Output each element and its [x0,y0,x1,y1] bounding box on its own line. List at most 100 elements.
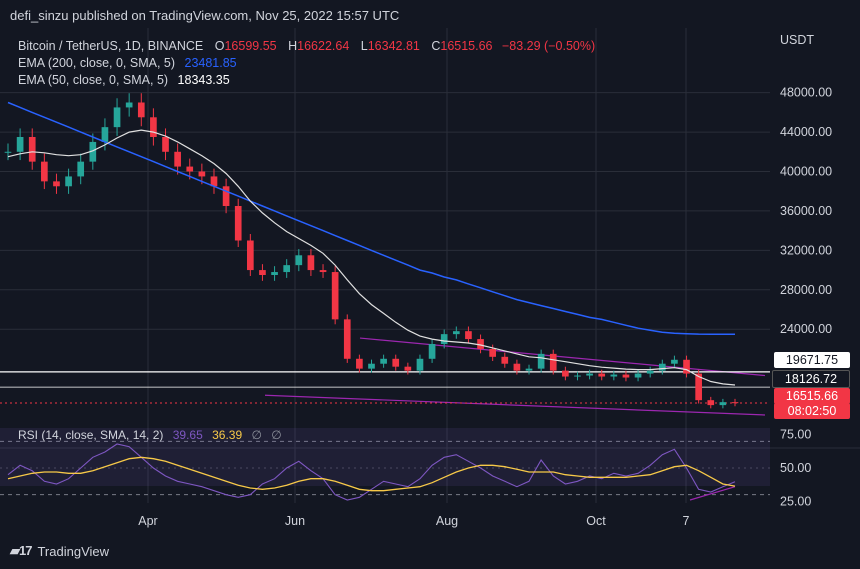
high-label: H [288,39,298,53]
low-value: 16342.81 [367,39,420,53]
candle-body [210,176,218,187]
candle-body [416,358,424,371]
candle-body [198,171,206,177]
price-tick-label: 48000.00 [780,86,832,100]
chart-legend: Bitcoin / TetherUS, 1D, BINANCE O16599.5… [18,38,595,89]
rsi-band [0,428,770,486]
candle-body [368,363,375,369]
candle-body [283,265,291,273]
chart-svg[interactable]: 48000.00 44000.00 40000.00 36000.00 32000.00… [0,28,860,540]
candle-body [186,166,194,172]
candle-body [295,255,303,266]
candle-body [259,270,266,275]
currency-label: USDT [780,33,814,47]
rsi-sma-line [7,456,736,492]
price-tick-label: 24000.00 [780,322,832,336]
candles [4,93,739,409]
candle-body [356,358,363,369]
candle-body [683,359,690,374]
candle-body [89,141,97,162]
candle-body [489,348,496,357]
candle-body [719,402,727,406]
candle-body [319,270,327,273]
candle-body [525,368,533,371]
price-tick-label: 28000.00 [780,283,832,297]
open-value: 16599.55 [224,39,277,53]
rsi-tick-label: 25.00 [780,494,811,508]
candle-body [101,127,109,142]
candle-body [404,366,412,371]
time-tick-label: Aug [436,514,458,528]
rsi-tick-label: 75.00 [780,428,811,442]
time-tick-label: Jun [285,514,305,528]
lower-trendline [264,394,766,416]
candle-body [707,400,715,406]
candle-body [452,331,460,335]
hide-icon-2[interactable]: ∅ [271,428,282,442]
candle-body [465,331,472,340]
candle-body [113,107,121,128]
candle-body [501,356,509,364]
trendlines [264,337,766,501]
ema200-line [7,101,735,336]
horizontal-levels [0,371,770,404]
candle-body [695,373,702,401]
change-value: −83.29 (−0.50%) [502,39,596,53]
chart-area[interactable]: 48000.00 44000.00 40000.00 36000.00 32000.00… [0,28,860,540]
time-tick-label: Oct [586,514,606,528]
candle-body [28,137,36,162]
low-label: L [360,39,368,53]
time-tick-label: 7 [683,514,690,528]
ema200-label[interactable]: EMA (200, close, 0, SMA, 5) [18,56,176,70]
upper-trendline [359,337,766,377]
rsi-line [7,443,736,501]
candle-body [16,137,24,152]
rsi-legend: RSI (14, close, SMA, 14, 2) 39.65 36.39 … [18,428,282,442]
last-price-label: 16515.66 [774,388,850,404]
tradingview-footer[interactable]: ▰17 TradingView [10,543,109,559]
time-tick-label: Apr [138,514,157,528]
candle-body [65,176,72,187]
candle-body [574,375,581,377]
ema50-label[interactable]: EMA (50, close, 0, SMA, 5) [18,73,169,87]
rsi-tick-label: 50.00 [780,461,811,475]
publish-line: defi_sinzu published on TradingView.com,… [10,8,400,23]
candle-body [77,161,85,177]
ema50-line [7,129,736,386]
hide-icon[interactable]: ∅ [251,428,262,442]
countdown-label: 08:02:50 [774,403,850,419]
candle-body [137,102,145,118]
candle-body [150,117,157,137]
candle-body [513,363,521,371]
candle-body [53,181,60,187]
candle-body [658,363,666,371]
candle-body [549,353,557,371]
candle-body [598,373,606,377]
rsi-divergence-line [689,486,736,501]
rsi-sma-value: 36.39 [212,428,243,442]
price-tick-label: 32000.00 [780,243,832,257]
candle-body [440,334,448,344]
candle-body [622,374,630,378]
resistance-price-label: 19671.75 [774,352,850,368]
time-axis-ticks: Apr Jun Aug Oct 7 [138,514,689,528]
candle-body [271,272,278,275]
rsi-axis-ticks: 75.00 50.00 25.00 [780,428,811,509]
candle-body [392,358,400,367]
symbol-title[interactable]: Bitcoin / TetherUS, 1D, BINANCE [18,39,204,53]
candle-body [634,373,642,378]
candle-body [247,240,254,271]
candle-body [343,319,351,359]
price-tick-label: 40000.00 [780,165,832,179]
candle-body [307,255,315,271]
rsi-label[interactable]: RSI (14, close, SMA, 14, 2) [18,428,164,442]
candle-body [174,151,181,167]
tradingview-logo-icon: ▰17 [10,543,32,558]
candle-body [428,344,436,359]
candle-body [586,373,593,376]
candle-body [41,161,48,182]
price-tick-label: 44000.00 [780,125,832,139]
brand-name: TradingView [37,543,110,559]
candle-body [162,137,169,152]
price-axis-ticks: 48000.00 44000.00 40000.00 36000.00 32000.00… [780,86,832,337]
